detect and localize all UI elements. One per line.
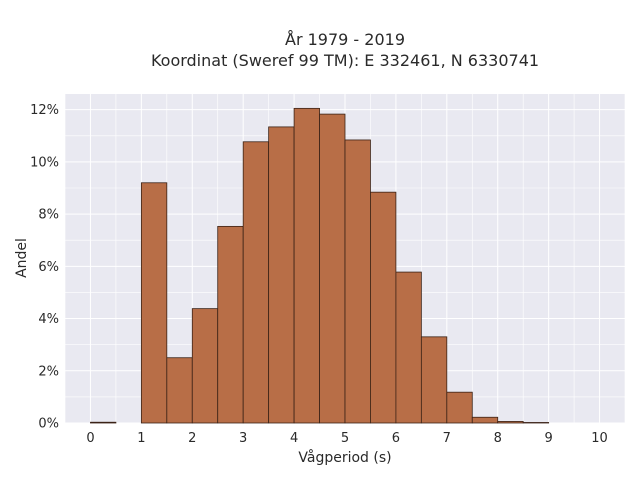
chart-title-line-2: Koordinat (Sweref 99 TM): E 332461, N 63… [151,51,539,70]
histogram-bar [344,139,371,424]
x-tick-label: 3 [239,431,247,446]
histogram-bars [90,107,550,424]
histogram-bar [497,421,524,424]
histogram-bar [140,182,168,424]
x-tick-label: 9 [544,431,552,446]
histogram-bar [522,422,550,424]
histogram-bar [319,113,346,424]
histogram-bar [370,191,397,424]
y-axis-ticks: 0% 2% 4% 6% 8% 10% 12% [30,103,59,431]
y-tick-label: 2% [38,364,59,379]
x-tick-label: 7 [443,431,451,446]
y-tick-label: 6% [38,260,59,275]
y-tick-label: 10% [30,155,59,170]
histogram-bar [191,308,219,424]
x-tick-label: 5 [341,431,349,446]
histogram-bar [395,271,422,424]
histogram-bar [268,126,295,424]
histogram-bar [242,141,270,424]
x-tick-label: 10 [591,431,608,446]
histogram-bar [90,421,117,424]
histogram-bar [471,416,499,424]
x-tick-label: 0 [86,431,94,446]
y-axis-label: Andel [14,238,30,278]
x-tick-label: 2 [188,431,196,446]
y-tick-label: 8% [38,208,59,223]
chart-title-line-1: År 1979 - 2019 [285,30,405,49]
x-tick-label: 8 [494,431,502,446]
x-tick-label: 1 [137,431,145,446]
x-axis-ticks: 0 1 2 3 4 5 6 7 8 9 10 [86,431,608,446]
y-tick-label: 4% [38,312,59,327]
histogram-bar [420,336,448,424]
histogram-bar [166,357,193,424]
histogram-bar [446,391,473,424]
x-tick-label: 4 [290,431,298,446]
x-axis-label: Vågperiod (s) [298,449,391,466]
histogram-bar [217,225,244,424]
y-tick-label: 12% [30,103,59,118]
x-tick-label: 6 [392,431,400,446]
y-tick-label: 0% [38,417,59,432]
histogram-bar [293,107,320,424]
